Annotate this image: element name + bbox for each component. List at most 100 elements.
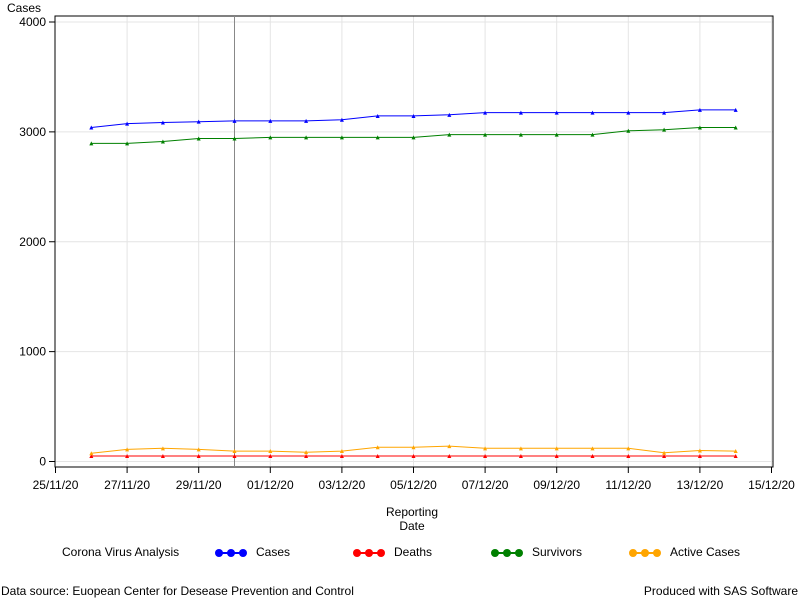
legend-marker — [641, 549, 649, 557]
x-tick-label: 05/12/20 — [390, 478, 437, 492]
data-point-survivors — [304, 135, 309, 140]
legend-marker — [239, 549, 247, 557]
data-point-active-cases — [411, 445, 416, 450]
y-tick-label: 2000 — [19, 235, 46, 249]
legend: Corona Virus Analysis Cases Deaths Survi… — [0, 542, 800, 562]
data-point-survivors — [626, 128, 631, 133]
x-tick-label: 13/12/20 — [677, 478, 724, 492]
data-point-cases — [89, 125, 94, 130]
data-point-cases — [125, 121, 130, 126]
data-point-survivors — [89, 141, 94, 146]
y-tick-label: 4000 — [19, 15, 46, 29]
y-tick-label: 0 — [39, 455, 46, 469]
x-tick-label: 29/11/20 — [176, 478, 222, 492]
data-point-active-cases — [160, 446, 165, 451]
x-tick-label: 25/11/20 — [33, 478, 79, 492]
data-point-deaths — [196, 454, 201, 459]
line-chart: 25/11/20 27/11/20 29/11/20 01/12/20 03/12/20… — [7, 1, 795, 533]
data-point-deaths — [590, 454, 595, 459]
data-point-active-cases — [518, 446, 523, 451]
data-point-active-cases — [125, 447, 130, 452]
data-point-deaths — [125, 454, 130, 459]
data-point-deaths — [697, 454, 702, 459]
data-point-survivors — [268, 135, 273, 140]
data-point-survivors — [590, 132, 595, 137]
legend-label-deaths: Deaths — [394, 545, 433, 559]
x-tick-label: 09/12/20 — [533, 478, 580, 492]
data-point-deaths — [304, 454, 309, 459]
data-point-active-cases — [554, 446, 559, 451]
legend-marker — [377, 549, 385, 557]
data-point-active-cases — [196, 447, 201, 452]
legend-swatch-survivors — [490, 545, 524, 561]
data-point-survivors — [662, 127, 667, 132]
legend-marker — [629, 549, 637, 557]
data-point-cases — [626, 110, 631, 115]
legend-label-survivors: Survivors — [532, 545, 583, 559]
data-point-cases — [339, 117, 344, 122]
data-point-survivors — [697, 125, 702, 130]
legend-swatch-deaths — [352, 545, 386, 561]
data-point-active-cases — [590, 446, 595, 451]
data-point-survivors — [733, 125, 738, 130]
data-point-deaths — [375, 454, 380, 459]
data-point-survivors — [160, 139, 165, 144]
data-point-active-cases — [304, 450, 309, 455]
data-point-survivors — [554, 132, 559, 137]
data-point-deaths — [554, 454, 559, 459]
legend-marker — [227, 549, 235, 557]
legend-marker — [515, 549, 523, 557]
footnote-software: Produced with SAS Software — [643, 584, 798, 598]
data-point-active-cases — [697, 448, 702, 453]
data-point-cases — [733, 107, 738, 112]
data-point-cases — [160, 120, 165, 125]
axes: 25/11/20 27/11/20 29/11/20 01/12/20 03/12/20… — [19, 15, 795, 492]
x-tick-label: 11/12/20 — [605, 478, 651, 492]
data-point-survivors — [447, 132, 452, 137]
legend-swatch-active-cases — [628, 545, 662, 561]
data-point-active-cases — [733, 449, 738, 454]
data-point-deaths — [268, 454, 273, 459]
data-point-active-cases — [662, 450, 667, 455]
data-point-cases — [268, 118, 273, 123]
data-point-deaths — [411, 454, 416, 459]
footnote-data-source: Data source: Euopean Center for Desease … — [1, 584, 354, 598]
data-point-active-cases — [626, 446, 631, 451]
legend-marker — [365, 549, 373, 557]
data-point-active-cases — [268, 449, 273, 454]
x-tick-label: 03/12/20 — [319, 478, 366, 492]
data-point-survivors — [483, 132, 488, 137]
legend-marker — [353, 549, 361, 557]
data-point-cases — [554, 110, 559, 115]
data-point-deaths — [160, 454, 165, 459]
data-point-deaths — [518, 454, 523, 459]
data-point-active-cases — [232, 449, 237, 454]
x-tick-label: 07/12/20 — [462, 478, 509, 492]
data-point-survivors — [339, 135, 344, 140]
data-point-deaths — [339, 454, 344, 459]
data-point-deaths — [447, 454, 452, 459]
data-point-deaths — [232, 454, 237, 459]
data-point-survivors — [125, 141, 130, 146]
data-point-survivors — [411, 135, 416, 140]
x-tick-label: 27/11/20 — [104, 478, 150, 492]
x-axis-label-line2: Date — [399, 519, 425, 533]
data-point-active-cases — [375, 445, 380, 450]
legend-marker — [653, 549, 661, 557]
data-point-cases — [447, 112, 452, 117]
data-point-cases — [483, 110, 488, 115]
data-point-active-cases — [483, 446, 488, 451]
data-point-survivors — [518, 132, 523, 137]
legend-marker — [491, 549, 499, 557]
data-point-survivors — [375, 135, 380, 140]
data-point-cases — [411, 113, 416, 118]
data-point-cases — [375, 113, 380, 118]
legend-marker — [215, 549, 223, 557]
y-tick-label: 1000 — [19, 345, 46, 359]
data-point-active-cases — [447, 444, 452, 449]
data-point-survivors — [196, 136, 201, 141]
data-point-cases — [232, 118, 237, 123]
legend-swatch-cases — [214, 545, 248, 561]
y-axis-label: Cases — [7, 1, 41, 15]
data-point-deaths — [733, 454, 738, 459]
